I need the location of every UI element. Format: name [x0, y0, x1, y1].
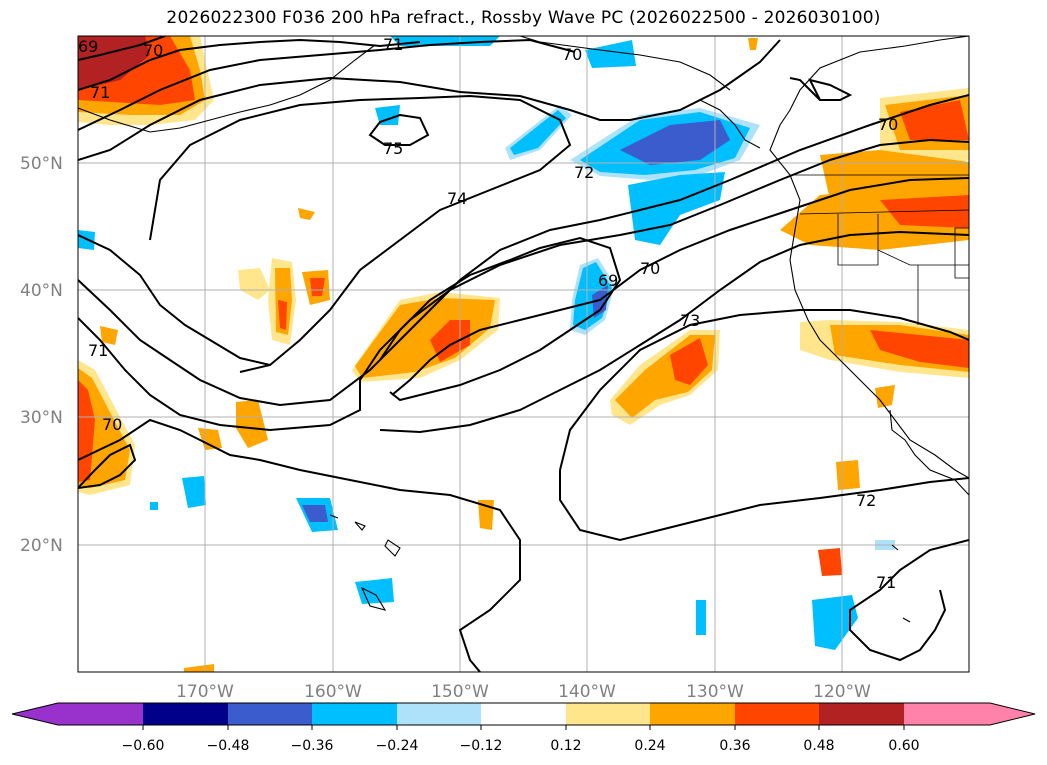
colorbar-segment — [566, 703, 650, 725]
lat-label: 50°N — [20, 154, 63, 174]
lat-label: 30°N — [20, 408, 63, 428]
contour-label: 69 — [598, 271, 618, 290]
contour-label: 70 — [143, 41, 163, 60]
colorbar-tick-label: 0.48 — [803, 738, 834, 754]
lon-label: 170°W — [176, 682, 234, 702]
map-title: 2026022300 F036 200 hPa refract., Rossby… — [166, 8, 881, 28]
lon-label: 150°W — [431, 682, 489, 702]
contour-labels: 69 70 71 71 70 75 74 72 70 69 70 73 72 7… — [78, 35, 898, 592]
colorbar-segment — [12, 703, 143, 725]
contour-label: 70 — [878, 115, 898, 134]
colorbar-tick-label: −0.60 — [122, 738, 165, 754]
lat-label: 20°N — [20, 536, 63, 556]
contour-label: 74 — [447, 189, 467, 208]
plot-area: 69 70 71 71 70 75 74 72 70 69 70 73 72 7… — [78, 35, 969, 672]
colorbar-tick-label: 0.36 — [719, 738, 750, 754]
coastlines — [78, 36, 969, 623]
contour-label: 70 — [102, 415, 122, 434]
colorbar-tick-label: −0.48 — [207, 738, 250, 754]
contour-label: 71 — [876, 573, 896, 592]
lat-label: 40°N — [20, 281, 63, 301]
contour-label: 70 — [640, 259, 660, 278]
colorbar-segment — [481, 703, 566, 725]
plot-border — [77, 35, 970, 673]
colorbar-segment — [904, 703, 1035, 725]
longitude-labels: 170°W 160°W 150°W 140°W 130°W 120°W — [176, 682, 871, 702]
colorbar-segment — [650, 703, 735, 725]
contour-lines — [78, 36, 969, 672]
colorbar-tick-label: −0.24 — [376, 738, 419, 754]
colorbar-segment — [312, 703, 397, 725]
lon-label: 160°W — [304, 682, 362, 702]
contour-label: 73 — [680, 311, 700, 330]
contour-label: 71 — [88, 341, 108, 360]
contour-label: 71 — [383, 35, 403, 54]
colorbar-segment — [819, 703, 904, 725]
latitude-labels: 50°N 40°N 30°N 20°N — [20, 154, 63, 556]
lon-label: 140°W — [558, 682, 616, 702]
colorbar-tick-label: −0.12 — [460, 738, 503, 754]
colorbar-tick-label: 0.24 — [634, 738, 665, 754]
colorbar-segment — [397, 703, 481, 725]
colorbar-segment — [228, 703, 312, 725]
lon-label: 130°W — [686, 682, 744, 702]
colorbar: −0.60 −0.48 −0.36 −0.24 −0.12 0.12 0.24 … — [11, 702, 1036, 754]
political-borders — [790, 174, 969, 325]
positive-shading — [78, 36, 969, 672]
colorbar-tick-label: −0.36 — [291, 738, 334, 754]
colorbar-tick-label: 0.60 — [888, 738, 919, 754]
lon-label: 120°W — [813, 682, 871, 702]
contour-label: 75 — [383, 139, 403, 158]
contour-label: 69 — [78, 37, 98, 56]
contour-label: 71 — [90, 83, 110, 102]
graticule — [78, 36, 969, 672]
negative-shading — [78, 36, 895, 650]
contour-label: 70 — [562, 45, 582, 64]
colorbar-segment — [143, 703, 228, 725]
colorbar-tick-label: 0.12 — [550, 738, 581, 754]
colorbar-segment — [735, 703, 819, 725]
contour-label: 72 — [574, 163, 594, 182]
contour-label: 72 — [856, 491, 876, 510]
